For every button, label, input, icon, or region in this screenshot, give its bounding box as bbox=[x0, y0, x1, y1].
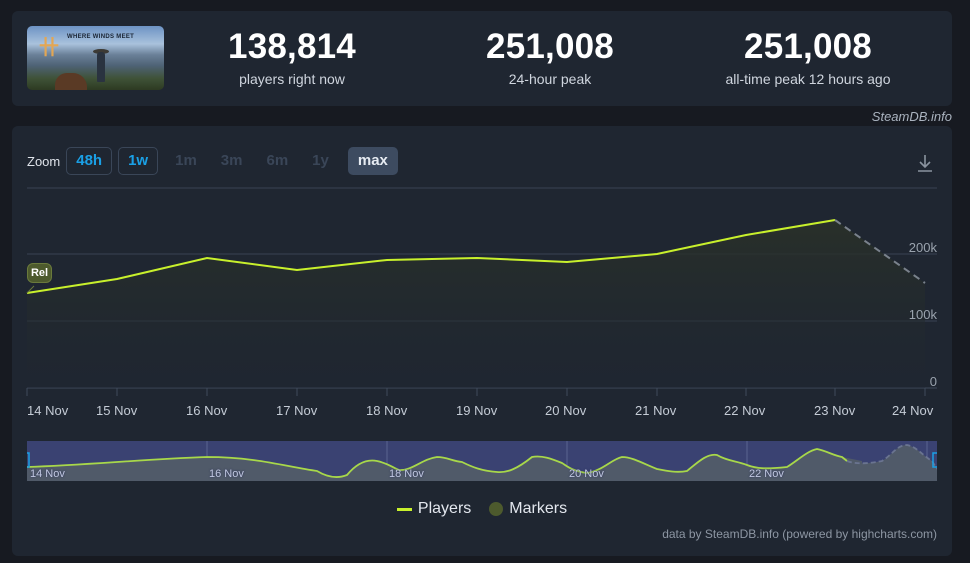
x-tick-label: 18 Nov bbox=[366, 403, 408, 418]
x-tick-label: 15 Nov bbox=[96, 403, 138, 418]
zoom-label: Zoom bbox=[27, 153, 61, 169]
x-tick-label: 23 Nov bbox=[814, 403, 856, 418]
zoom-1y-button[interactable]: 1y bbox=[312, 152, 329, 169]
navigator-line bbox=[27, 448, 848, 478]
y-tick-200k: 200k bbox=[908, 240, 937, 255]
x-tick-label: 20 Nov bbox=[545, 403, 587, 418]
download-icon[interactable] bbox=[914, 152, 936, 174]
legend-label: Markers bbox=[509, 500, 568, 517]
game-logo-text: WHERE WINDS MEET bbox=[67, 34, 135, 40]
players-area bbox=[27, 220, 925, 388]
y-tick-100k: 100k bbox=[908, 307, 937, 322]
stat-label: 24-hour peak bbox=[508, 71, 592, 87]
release-marker[interactable]: Rel bbox=[27, 263, 52, 283]
navigator-handle-right bbox=[932, 452, 937, 468]
y-tick-0: 0 bbox=[929, 374, 937, 389]
zoom-48h-button[interactable]: 48h bbox=[66, 147, 113, 175]
stat-all-time-peak: 251,008 all-time peak 12 hours ago bbox=[698, 27, 918, 88]
navigator-label: 20 Nov bbox=[569, 468, 604, 480]
stat-value: 251,008 bbox=[744, 27, 872, 66]
x-tick-label: 19 Nov bbox=[456, 403, 498, 418]
legend-markers[interactable]: Markers bbox=[489, 500, 567, 518]
zoom-6m-button[interactable]: 6m bbox=[266, 152, 289, 169]
navigator-label: 18 Nov bbox=[389, 468, 424, 480]
x-tick-label: 16 Nov bbox=[186, 403, 228, 418]
players-line-incomplete bbox=[834, 219, 926, 284]
zoom-1w-button[interactable]: 1w bbox=[118, 147, 159, 175]
legend-label: Players bbox=[417, 500, 472, 517]
stat-value: 251,008 bbox=[486, 27, 614, 66]
steamdb-link[interactable]: SteamDB.info bbox=[871, 109, 952, 124]
stat-24h-peak: 251,008 24-hour peak bbox=[440, 27, 660, 88]
zoom-1m-button[interactable]: 1m bbox=[175, 152, 197, 169]
x-tick-label: 21 Nov bbox=[635, 403, 677, 418]
line-swatch-icon bbox=[396, 507, 412, 511]
chart-credits[interactable]: data by SteamDB.info (powered by highcha… bbox=[662, 527, 937, 541]
navigator-handle-left bbox=[27, 452, 30, 468]
game-logo-icon: 卄 bbox=[39, 35, 59, 59]
navigator-label: 22 Nov bbox=[749, 468, 784, 480]
x-tick-label: 24 Nov bbox=[892, 403, 934, 418]
x-tick-label: 22 Nov bbox=[724, 403, 766, 418]
chart-legend: Players Markers bbox=[12, 500, 952, 518]
x-tick-label: 14 Nov bbox=[27, 403, 69, 418]
character-figure bbox=[97, 52, 105, 82]
x-ticks bbox=[26, 388, 926, 396]
players-chart[interactable] bbox=[12, 126, 952, 426]
zoom-controls: Zoom 48h 1w 1m 3m 6m 1y max bbox=[27, 147, 404, 175]
zoom-max-button[interactable]: max bbox=[347, 147, 398, 175]
x-tick-label: 17 Nov bbox=[276, 403, 318, 418]
chart-card: Zoom 48h 1w 1m 3m 6m 1y max bbox=[12, 126, 952, 556]
stat-players-now: 138,814 players right now bbox=[182, 27, 402, 88]
navigator-label: 14 Nov bbox=[30, 468, 65, 480]
dot-swatch-icon bbox=[489, 502, 504, 516]
legend-players[interactable]: Players bbox=[396, 500, 472, 518]
zoom-3m-button[interactable]: 3m bbox=[220, 152, 243, 169]
stat-value: 138,814 bbox=[228, 27, 356, 66]
stats-card: 卄 WHERE WINDS MEET 138,814 players right… bbox=[12, 11, 952, 106]
stat-label: all-time peak 12 hours ago bbox=[725, 71, 891, 87]
horse-figure bbox=[55, 73, 87, 90]
players-line bbox=[26, 219, 836, 294]
range-navigator[interactable] bbox=[27, 441, 937, 481]
game-thumbnail[interactable]: 卄 WHERE WINDS MEET bbox=[27, 26, 164, 90]
hat-figure bbox=[93, 49, 109, 54]
navigator-label: 16 Nov bbox=[209, 468, 244, 480]
stat-label: players right now bbox=[239, 71, 345, 87]
